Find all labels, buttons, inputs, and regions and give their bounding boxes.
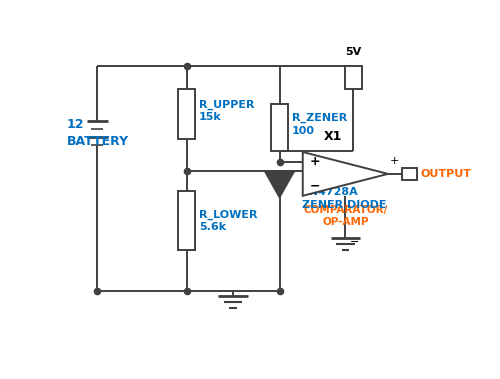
Text: −: − <box>350 238 360 247</box>
Text: 1N4728A
ZENER DIODE: 1N4728A ZENER DIODE <box>302 188 386 210</box>
Polygon shape <box>303 152 388 196</box>
Text: X1: X1 <box>324 130 342 143</box>
Text: 12
BATTERY: 12 BATTERY <box>66 118 128 148</box>
Bar <box>178 191 195 250</box>
Text: R_LOWER
5.6k: R_LOWER 5.6k <box>199 209 258 232</box>
Text: 5V: 5V <box>345 47 361 57</box>
Bar <box>344 66 362 89</box>
Text: +: + <box>310 155 320 168</box>
Text: R_ZENER
100: R_ZENER 100 <box>292 113 347 136</box>
Bar <box>402 168 417 180</box>
Bar <box>271 104 288 150</box>
Text: R_UPPER
15k: R_UPPER 15k <box>199 100 254 122</box>
Text: −: − <box>310 180 320 193</box>
Bar <box>178 89 195 139</box>
Polygon shape <box>265 171 294 197</box>
Text: +: + <box>390 156 400 166</box>
Text: COMPARATOR/
OP-AMP: COMPARATOR/ OP-AMP <box>303 205 388 227</box>
Text: OUTPUT: OUTPUT <box>421 169 472 179</box>
